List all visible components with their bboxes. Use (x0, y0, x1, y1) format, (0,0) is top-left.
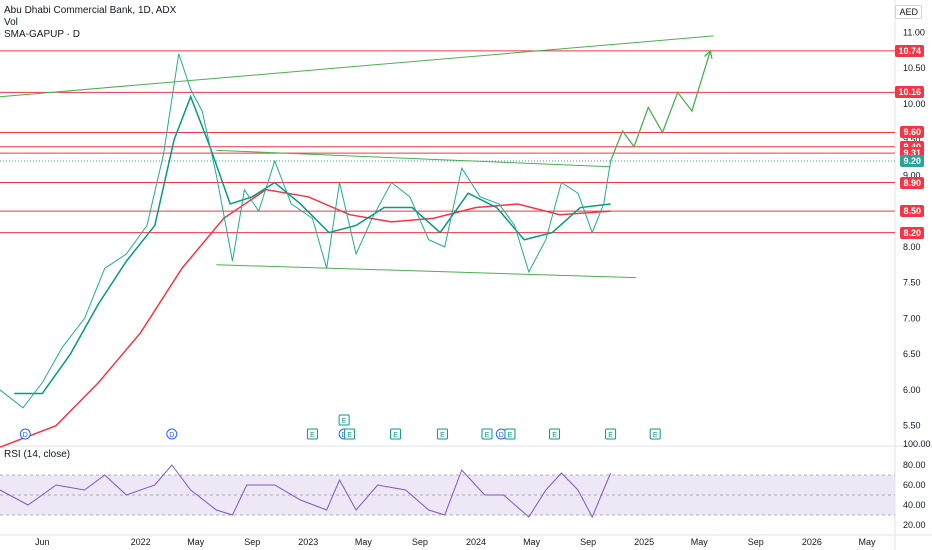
earnings-marker (306, 428, 318, 440)
trendline-upper-channel (0, 35, 714, 98)
trendlines (0, 35, 714, 279)
time-tick-label: 2025 (634, 537, 654, 547)
price-series (0, 49, 713, 448)
event-marker-letter: E (608, 432, 613, 439)
indicator-legend[interactable]: SMA-GAPUP · D (4, 29, 80, 40)
time-tick-label: Sep (748, 537, 764, 547)
price-tick-label: 7.00 (903, 313, 921, 323)
price-tick-label: 9.00 (903, 170, 921, 180)
rsi-line (0, 464, 612, 519)
level-tag: 10.74 (895, 44, 924, 57)
level-tag: 9.60 (900, 126, 924, 139)
price-tick-label: 7.50 (903, 278, 921, 288)
time-tick-label: Sep (580, 537, 596, 547)
price-tick-label: 9.50 (903, 135, 921, 145)
level-tag: 8.50 (900, 205, 924, 218)
earnings-marker (436, 428, 448, 440)
rsi-pane: 80.00 60.00 40.00 20.00 100.00 (0, 439, 931, 530)
price-tick-label: 5.50 (903, 421, 921, 431)
time-tick-label: 2022 (131, 537, 151, 547)
projection-path (609, 50, 711, 162)
level-tag: 8.20 (900, 226, 924, 239)
level-tag: 8.90 (900, 176, 924, 189)
earnings-marker (481, 428, 493, 440)
price-tick-label: 8.00 (903, 242, 921, 252)
time-tick-label: Jun (35, 537, 50, 547)
level-tag: 10.16 (895, 86, 924, 99)
axes: 11.00 10.50 10.00 9.50 9.00 8.50 8.00 7.50 7.00 6… (35, 27, 926, 547)
event-marker-letter: E (653, 432, 658, 439)
time-tick-label: 2023 (298, 537, 318, 547)
ma-fast-line (14, 94, 611, 395)
price-tick-label: 10.50 (903, 63, 926, 73)
time-tick-label: 2026 (802, 537, 822, 547)
trendline-range-bottom (216, 264, 637, 279)
dividend-marker (19, 428, 31, 440)
event-marker-letter: D (169, 432, 174, 439)
time-tick-label: May (355, 537, 373, 547)
rsi-top-label: 100.00 (903, 439, 931, 449)
time-tick-label: May (858, 537, 876, 547)
earnings-marker (605, 428, 617, 440)
event-marker-letter: E (310, 432, 315, 439)
earnings-marker (649, 428, 661, 440)
time-tick-label: May (523, 537, 541, 547)
price-tick-label: 11.00 (903, 27, 925, 37)
ma-slow-line (0, 188, 611, 448)
time-tick-label: Sep (412, 537, 428, 547)
event-marker-letter: E (508, 432, 513, 439)
rsi-tick-label: 80.00 (903, 460, 926, 470)
time-tick-label: Sep (244, 537, 260, 547)
symbol-title[interactable]: Abu Dhabi Commercial Bank, 1D, ADX (4, 5, 177, 16)
event-marker-letter: E (440, 432, 445, 439)
rsi-legend[interactable]: RSI (14, close) (4, 449, 71, 460)
earnings-marker (344, 428, 356, 440)
event-marker-letter: E (485, 432, 490, 439)
time-tick-label: 2024 (466, 537, 486, 547)
currency-badge[interactable]: AED (895, 5, 922, 19)
price-tick-label: 6.00 (903, 385, 921, 395)
earnings-marker (549, 428, 561, 440)
current-price-tag: 9.20 (900, 155, 924, 168)
time-tick-label: May (691, 537, 709, 547)
rsi-tick-label: 40.00 (903, 500, 926, 510)
price-levels (0, 50, 895, 234)
event-marker-letter: D (23, 432, 28, 439)
price-tick-label: 10.00 (903, 99, 926, 109)
rsi-tick-label: 20.00 (903, 520, 926, 530)
volume-legend[interactable]: Vol (4, 17, 18, 28)
time-tick-label: May (187, 537, 205, 547)
trendline-range-top (216, 149, 611, 168)
event-markers: D D E DEE E E E D E E E E (19, 414, 661, 440)
event-marker-letter: E (393, 432, 398, 439)
rsi-tick-label: 60.00 (903, 480, 926, 490)
price-line (0, 53, 612, 409)
event-marker-letter: D (342, 432, 347, 439)
event-marker-letter: E (347, 432, 352, 439)
earnings-marker (338, 414, 350, 426)
projection-arrowhead (704, 49, 713, 59)
price-tick-label: 6.50 (903, 349, 921, 359)
event-marker-letter: E (552, 432, 557, 439)
event-marker-letter: D (499, 432, 504, 439)
event-marker-letter: E (342, 418, 347, 425)
earnings-marker (504, 428, 516, 440)
dividend-marker (166, 428, 178, 440)
earnings-marker (390, 428, 402, 440)
